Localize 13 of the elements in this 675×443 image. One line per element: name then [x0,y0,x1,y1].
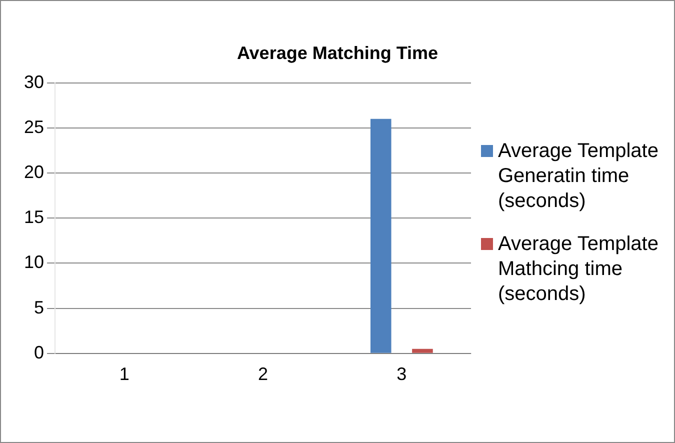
x-tick-label: 2 [258,364,268,384]
y-tick-label: 30 [24,72,44,92]
legend-label: Average Template Generatin time (seconds) [498,139,660,214]
chart-title: Average Matching Time [236,43,440,65]
legend-label: Average Template Mathcing time (seconds) [498,232,660,307]
y-tick-label: 0 [34,342,44,362]
y-tick-label: 25 [24,116,44,137]
y-tick-label: 5 [34,297,44,318]
x-tick-label: 3 [396,364,407,384]
y-tick-label: 20 [24,162,44,182]
x-tick-label: 1 [119,364,130,384]
y-tick-label: 15 [24,207,44,228]
y-tick-label: 10 [24,252,44,272]
